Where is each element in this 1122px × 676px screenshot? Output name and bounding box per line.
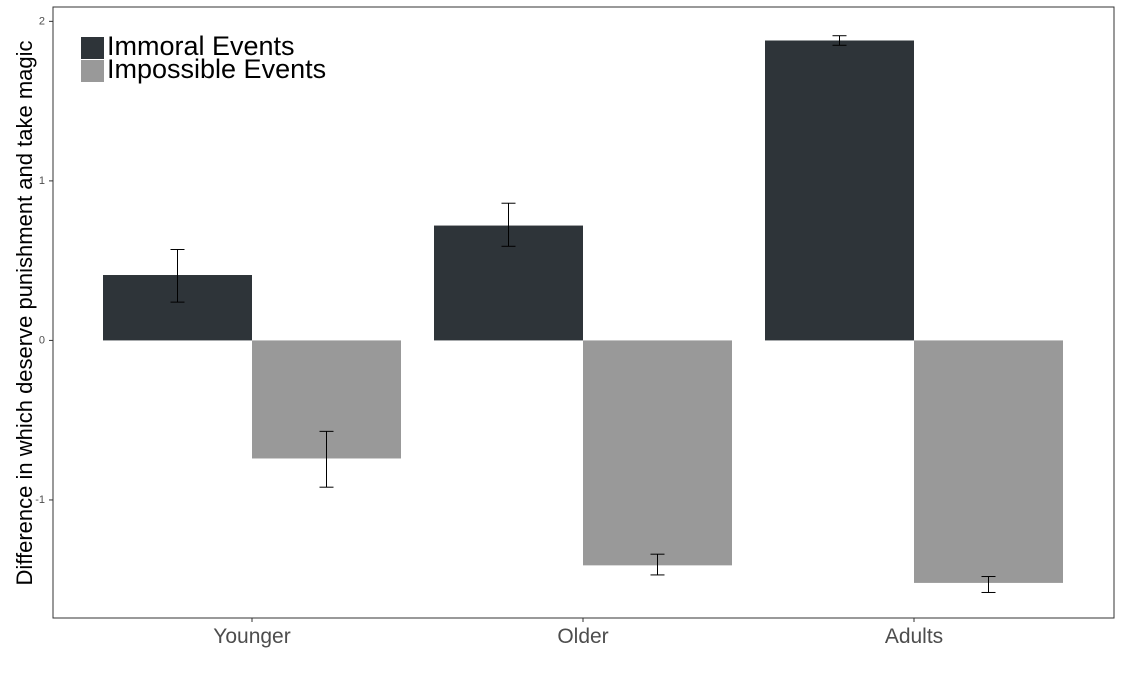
legend-item-immoral-events: Immoral Events	[81, 31, 295, 61]
legend-label: Immoral Events	[107, 31, 295, 61]
y-tick-label: 1	[39, 175, 45, 187]
y-tick-label: 2	[39, 15, 45, 27]
y-axis: -1 0 1 2	[35, 15, 53, 506]
bar-impossible-events-older	[583, 340, 732, 566]
bars-layer	[103, 40, 1063, 583]
y-tick-label: 0	[39, 334, 45, 346]
errorbars-layer	[170, 35, 996, 593]
errorbar-immoral-events-younger	[170, 248, 185, 303]
legend-label: Impossible Events	[107, 54, 326, 84]
legend-item-impossible-events: Impossible Events	[81, 54, 326, 84]
legend-swatch	[81, 37, 104, 59]
errorbar-impossible-events-adults	[981, 576, 996, 593]
y-tick-label: -1	[35, 494, 45, 506]
x-tick-label-younger: Younger	[213, 625, 290, 648]
x-axis: Younger Older Adults	[213, 618, 943, 648]
x-tick-label-adults: Adults	[885, 625, 943, 648]
errorbar-impossible-events-older	[650, 553, 665, 576]
errorbar-immoral-events-adults	[832, 35, 847, 46]
errorbar-impossible-events-younger	[319, 430, 334, 488]
legend-swatch	[81, 60, 104, 82]
bar-immoral-events-adults	[765, 40, 914, 341]
bar-impossible-events-adults	[914, 340, 1063, 583]
x-tick-label-older: Older	[557, 625, 608, 648]
errorbar-immoral-events-older	[501, 202, 516, 247]
y-axis-title: Difference in which deserve punishment a…	[12, 40, 37, 585]
